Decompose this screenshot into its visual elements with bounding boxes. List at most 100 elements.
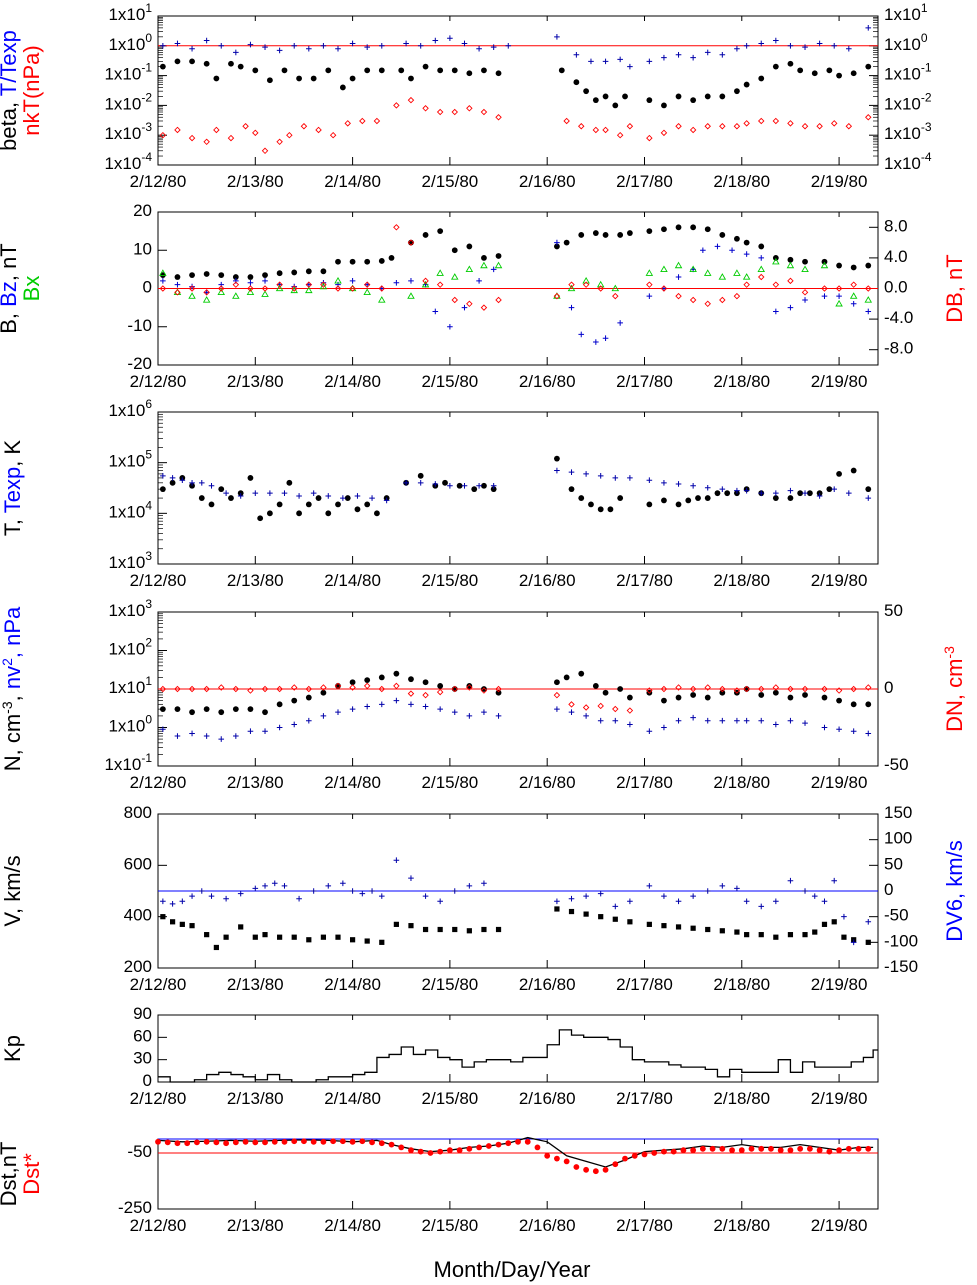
temperature-series-0 xyxy=(159,455,872,522)
velocity-point xyxy=(812,929,818,935)
beta-xtick-label: 2/13/80 xyxy=(227,172,284,191)
density-point xyxy=(393,670,400,677)
velocity-point xyxy=(690,893,696,899)
temperature-point xyxy=(198,495,205,501)
bfield-point xyxy=(675,274,682,280)
bfield-point xyxy=(461,304,468,311)
bfield-point xyxy=(275,284,284,292)
density-point xyxy=(821,724,828,731)
velocity-point xyxy=(189,893,195,899)
beta-point xyxy=(407,96,415,104)
temperature-point xyxy=(597,506,604,513)
density-point xyxy=(247,728,254,735)
bfield-xtick-label: 2/18/80 xyxy=(713,372,770,391)
kp-ytick-label-left: 60 xyxy=(133,1027,152,1046)
temperature-point xyxy=(340,495,346,501)
bfield-point xyxy=(334,276,342,284)
density-point xyxy=(612,705,619,713)
density-point xyxy=(719,685,726,693)
beta-point xyxy=(660,129,668,137)
dst-point xyxy=(612,1161,619,1168)
density-point xyxy=(364,677,371,684)
dst-point xyxy=(544,1152,551,1159)
beta-point xyxy=(602,93,609,100)
beta-ytick-label-right: 1x10-2 xyxy=(884,91,932,114)
bfield-point xyxy=(246,288,255,295)
velocity-point xyxy=(437,926,443,933)
velocity-point xyxy=(281,883,288,889)
velocity-point xyxy=(223,934,229,940)
bfield-point xyxy=(421,280,430,288)
dst-point xyxy=(729,1147,735,1154)
beta-point xyxy=(227,134,235,142)
density-point xyxy=(801,685,809,693)
beta-point xyxy=(845,122,853,130)
beta-point xyxy=(573,51,580,58)
dst-point xyxy=(271,1138,278,1145)
density-point xyxy=(758,692,765,698)
beta-point xyxy=(734,45,740,52)
bfield-point xyxy=(786,261,795,269)
velocity-point xyxy=(262,883,268,889)
bfield-point xyxy=(714,243,721,250)
velocity-ytick-label-right: 0 xyxy=(884,880,893,899)
beta-point xyxy=(578,122,585,130)
beta-point xyxy=(242,122,249,130)
kp-series-line xyxy=(158,1029,878,1083)
bfield-ytick-label-right: 4.0 xyxy=(884,247,908,266)
bfield-point xyxy=(553,292,561,300)
dst-point xyxy=(388,1141,395,1148)
velocity-point xyxy=(238,924,244,930)
beta-point xyxy=(174,58,181,65)
beta-point xyxy=(646,58,653,65)
density-point xyxy=(787,717,794,724)
beta-point xyxy=(300,122,308,130)
density-point xyxy=(850,685,857,693)
beta-point xyxy=(218,43,225,49)
bfield-point xyxy=(865,285,872,292)
dst-ytick-label-left: -250 xyxy=(118,1198,152,1217)
temperature-xtick-label: 2/15/80 xyxy=(422,571,479,590)
bfield-point xyxy=(864,296,873,303)
bfield-xtick-label: 2/17/80 xyxy=(616,372,673,391)
density-series-0 xyxy=(159,670,872,716)
temperature-point xyxy=(286,479,293,486)
temperature-point xyxy=(490,482,497,489)
velocity-point xyxy=(705,926,711,933)
velocity-point xyxy=(306,937,312,943)
bfield-point xyxy=(582,281,590,288)
density-ytick-label-left: 1x10-1 xyxy=(104,751,152,774)
temperature-point xyxy=(364,501,371,508)
velocity-ytick-label-right: -150 xyxy=(884,957,918,976)
beta-xtick-label: 2/15/80 xyxy=(422,172,479,191)
density-point xyxy=(646,728,653,735)
bfield-ytick-label-left: -10 xyxy=(127,316,152,335)
bfield-point xyxy=(582,276,590,284)
velocity-point xyxy=(169,901,176,907)
bfield-point xyxy=(742,273,751,280)
bfield-ytick-label-right: 8.0 xyxy=(884,217,908,236)
temperature-point xyxy=(442,479,448,486)
bfield-point xyxy=(849,292,858,299)
temperature-point xyxy=(568,486,575,493)
bfield-point xyxy=(772,257,780,265)
beta-series-1 xyxy=(160,25,872,70)
dst-point xyxy=(164,1139,171,1146)
velocity-point xyxy=(422,893,429,899)
beta-point xyxy=(554,34,560,40)
temperature-point xyxy=(806,490,813,497)
temperature-xtick-label: 2/17/80 xyxy=(616,571,673,590)
kp-ytick-label-left: 30 xyxy=(133,1049,152,1068)
beta-point xyxy=(437,67,444,74)
density-point xyxy=(378,674,385,681)
velocity-point xyxy=(466,928,472,934)
beta-point xyxy=(563,117,570,125)
beta-point xyxy=(646,97,653,104)
dst-xtick-label: 2/15/80 xyxy=(422,1216,479,1235)
density-point xyxy=(466,713,473,719)
density-point xyxy=(617,686,624,692)
density-point xyxy=(661,697,667,704)
beta-point xyxy=(865,114,872,121)
temperature-point xyxy=(325,493,332,499)
